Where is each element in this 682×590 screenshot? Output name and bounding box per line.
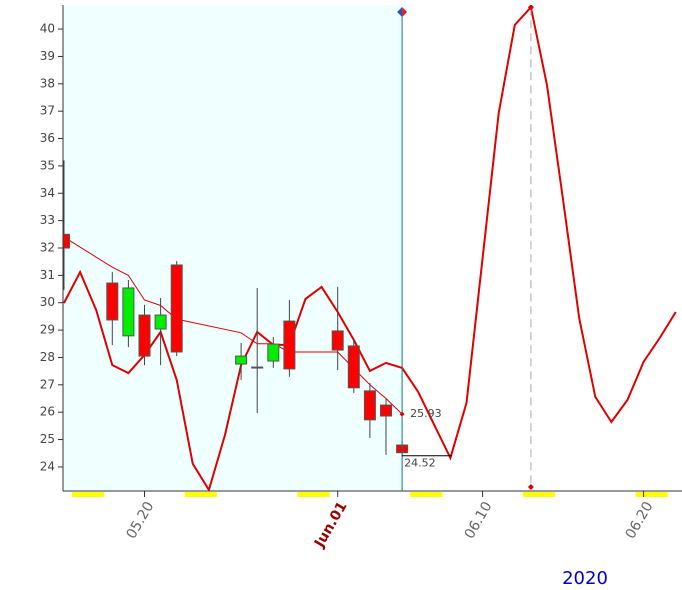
candle-body — [138, 314, 151, 357]
y-tick-label: 38 — [40, 76, 55, 90]
y-tick-label: 33 — [40, 213, 55, 227]
peak-marker-base — [527, 484, 534, 490]
y-tick-label: 40 — [40, 22, 55, 36]
y-tick-label: 30 — [40, 295, 55, 309]
candle-body — [154, 314, 167, 330]
y-tick-label: 26 — [40, 405, 55, 419]
today-marker-left — [397, 7, 403, 17]
y-tick-label: 24 — [40, 459, 55, 473]
history-shade — [63, 5, 403, 491]
y-tick-label: 37 — [40, 104, 55, 118]
candle-body — [363, 390, 376, 421]
weekend-marker — [297, 492, 314, 497]
weekend-marker — [184, 492, 201, 497]
candle-body — [106, 282, 119, 321]
y-tick-label: 32 — [40, 241, 55, 255]
weekend-marker — [313, 492, 330, 497]
weekend-marker — [651, 492, 668, 497]
x-tick-label: 06.20 — [623, 499, 657, 542]
ma-value-label: 25.93 — [410, 407, 442, 420]
weekend-marker — [200, 492, 217, 497]
ma-end-marker — [399, 411, 405, 417]
x-tick-label: Jun.01 — [311, 499, 350, 551]
candle-body — [267, 343, 280, 362]
today-marker-right — [402, 7, 408, 17]
candle-body — [63, 233, 70, 249]
weekend-marker — [410, 492, 427, 497]
weekend-marker — [72, 492, 89, 497]
line — [63, 5, 677, 491]
y-tick-label: 34 — [40, 186, 55, 200]
candle-body — [380, 404, 392, 417]
year-label: 2020 — [562, 568, 608, 589]
candle-body — [347, 345, 360, 389]
candle-body — [331, 330, 344, 351]
candle-body — [170, 264, 183, 353]
y-tick-label: 39 — [40, 49, 55, 63]
y-tick-label: 27 — [40, 377, 55, 391]
weekend-marker — [538, 492, 556, 497]
y-tick-label: 28 — [40, 350, 55, 364]
candle-body — [251, 366, 264, 369]
plot-background — [63, 5, 403, 491]
peak-marker — [527, 5, 534, 11]
plot-area — [63, 5, 677, 491]
weekend-marker — [522, 492, 539, 497]
candle-body — [235, 355, 248, 365]
y-tick-label: 31 — [40, 268, 55, 282]
y-tick-label: 35 — [40, 158, 55, 172]
weekend-marker — [426, 492, 443, 497]
y-tick-label: 29 — [40, 323, 55, 337]
x-tick-label: 06.10 — [462, 499, 496, 542]
candle-body — [122, 287, 135, 337]
y-tick-label: 36 — [40, 131, 55, 145]
candle-body — [283, 320, 296, 370]
y-tick-label: 25 — [40, 432, 55, 446]
close-value-label: 24.52 — [404, 457, 436, 470]
weekend-marker — [88, 492, 105, 497]
x-tick-label: 05.20 — [124, 499, 158, 542]
